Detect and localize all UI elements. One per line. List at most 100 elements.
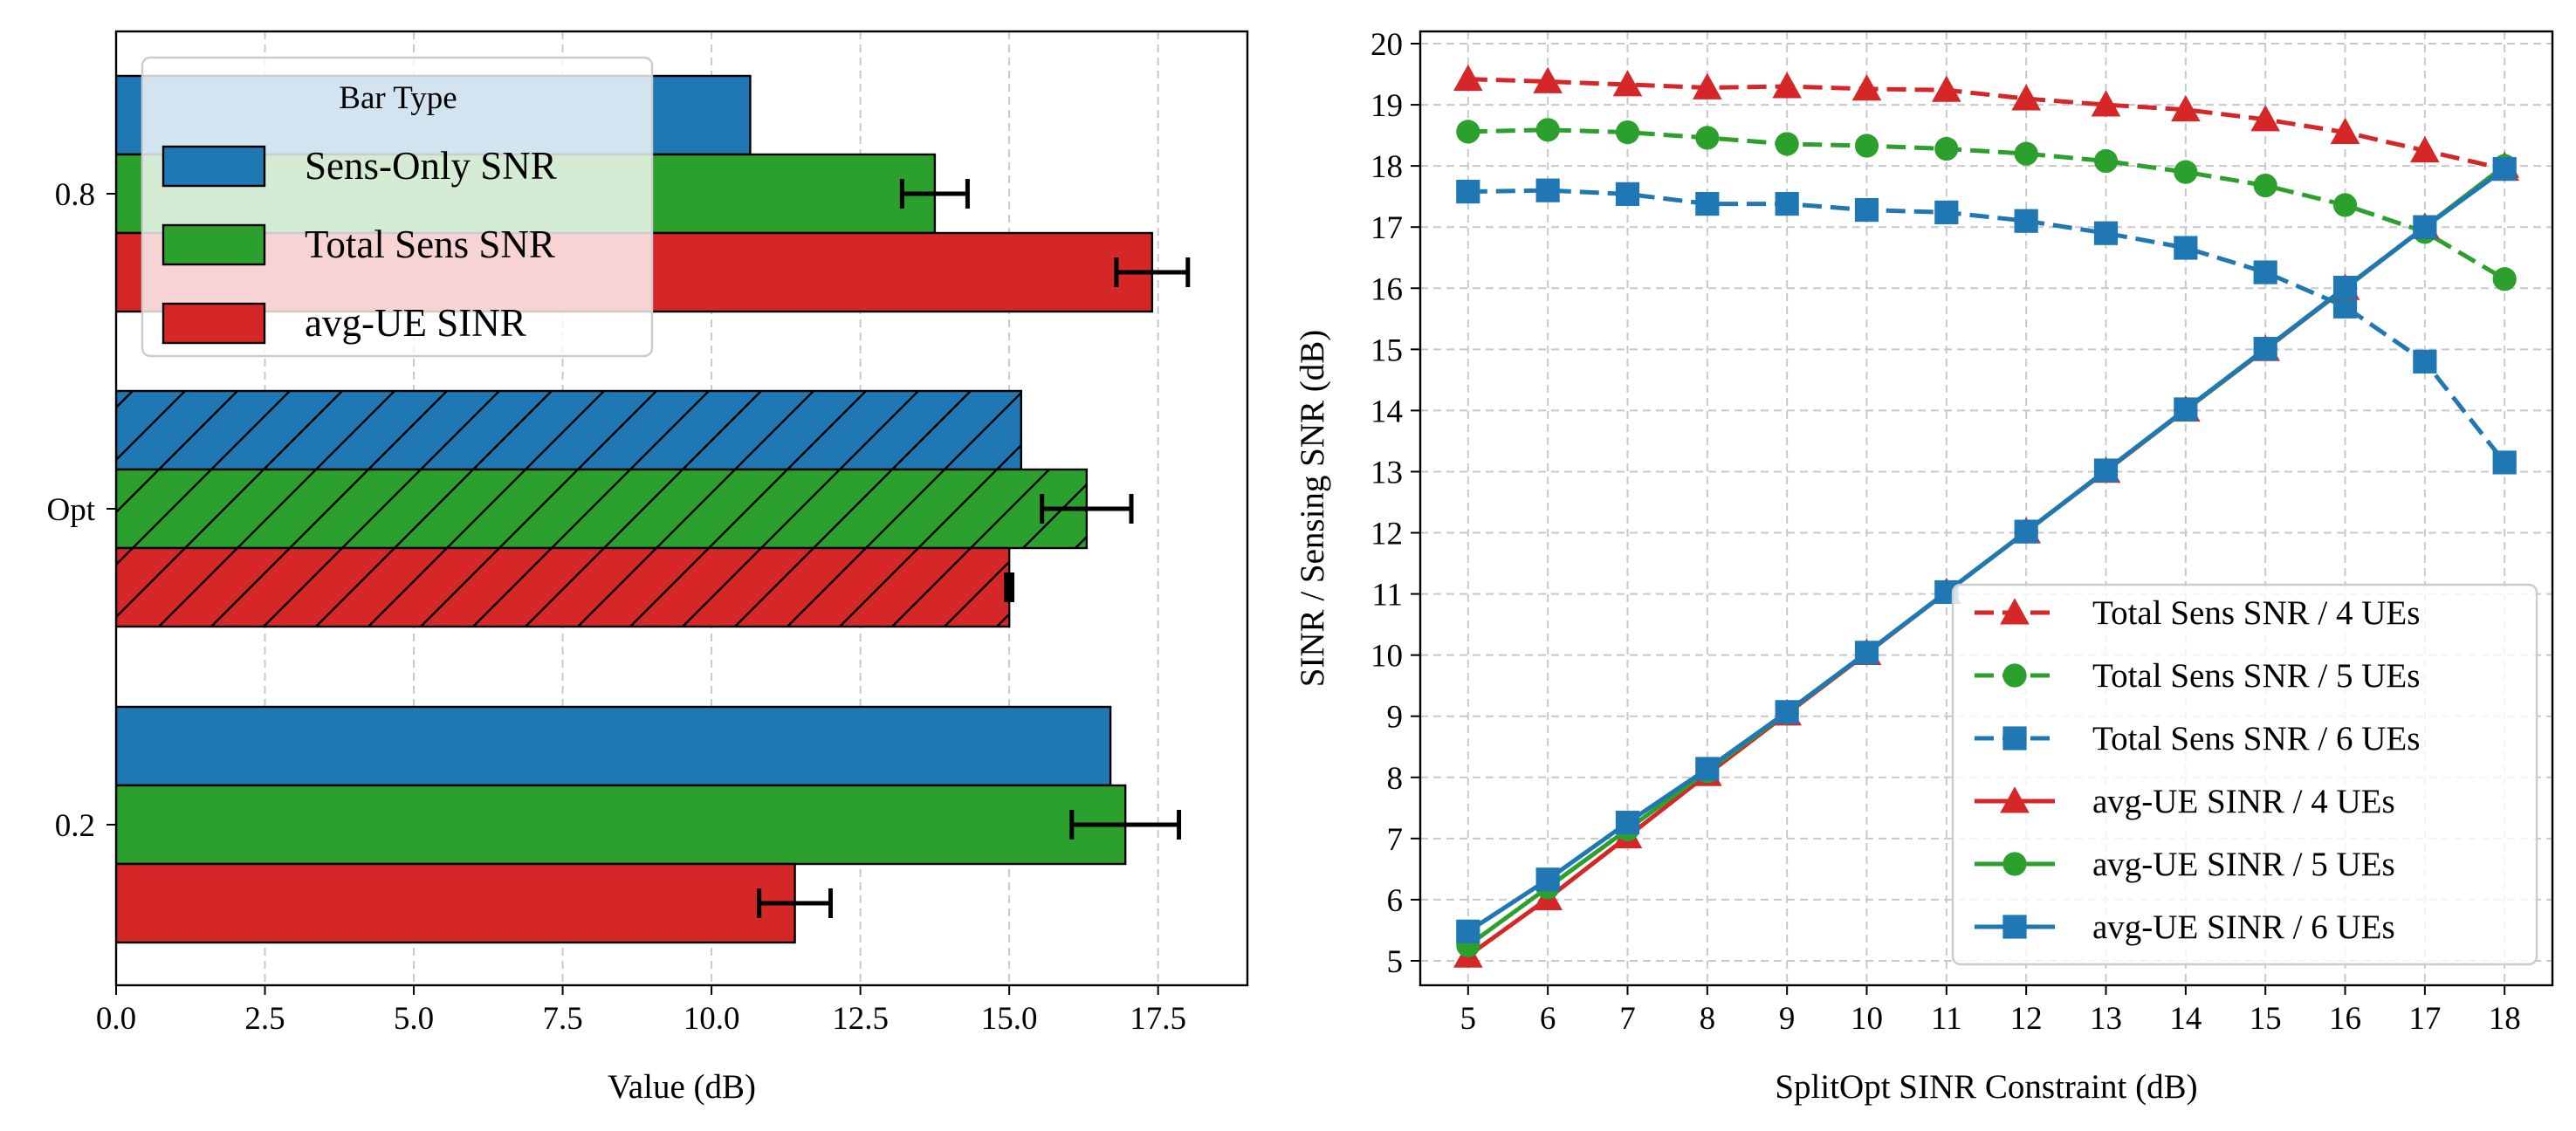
x-tick-label: 7 — [1619, 1001, 1636, 1037]
legend-box — [141, 56, 654, 358]
x-tick-label: 17.5 — [1130, 1001, 1186, 1037]
y-tick-label: 16 — [1370, 271, 1403, 307]
data-point — [1854, 197, 1879, 223]
data-point — [1615, 120, 1640, 145]
y-tick-label: 13 — [1370, 455, 1403, 490]
y-tick-label: 9 — [1387, 700, 1404, 736]
y-tick-label: Opt — [47, 492, 96, 528]
data-point — [1854, 641, 1879, 665]
legend-title: Bar Type — [339, 80, 457, 116]
data-point — [1535, 178, 1560, 202]
x-tick-label: 8 — [1700, 1001, 1716, 1037]
data-point — [2332, 275, 2358, 300]
axes-frame — [1419, 30, 2554, 987]
y-tick-label: 15 — [1370, 332, 1403, 368]
x-tick-label: 0.0 — [96, 1001, 136, 1037]
data-point — [1775, 700, 1799, 724]
x-tick-label: 16 — [2329, 1001, 2361, 1037]
y-tick-label: 11 — [1371, 578, 1403, 613]
data-point — [2000, 786, 2030, 813]
x-tick-label: 15 — [2250, 1001, 2282, 1037]
legend-swatch — [161, 145, 266, 188]
y-tick-label: 17 — [1370, 210, 1403, 246]
legend-label: avg-UE SINR / 4 UEs — [2092, 783, 2395, 820]
x-tick-label: 15.0 — [981, 1001, 1038, 1037]
bar-chart-panel: 0.0 2.5 5.0 7.5 10.0 12.5 15.0 17.5 0.8 Opt 0.2 Val… — [47, 30, 1249, 1106]
data-point — [2091, 90, 2121, 117]
series-line — [1467, 167, 2506, 934]
data-point — [2093, 221, 2119, 245]
data-point — [2492, 157, 2517, 182]
y-tick-label: 0.8 — [55, 177, 95, 213]
data-point — [1453, 64, 1483, 92]
line-chart-panel: 5 6 7 8 9 10 11 12 13 14 15 16 17 18 5 6 7 8 9 10 11 12 13 14 15… — [1294, 27, 2554, 1106]
x-tick-label: 12 — [2010, 1001, 2043, 1037]
data-point — [1693, 72, 1722, 99]
x-tick-label: 10.0 — [683, 1001, 740, 1037]
x-tick-label: 13 — [2090, 1001, 2122, 1037]
y-tick-label: 12 — [1370, 517, 1403, 552]
data-point — [2174, 160, 2198, 184]
data-point — [1775, 132, 1799, 156]
data-point — [2002, 915, 2027, 939]
data-point — [1772, 72, 1802, 99]
data-point — [1533, 66, 1563, 93]
data-point — [2253, 260, 2277, 284]
data-point — [2492, 450, 2517, 475]
y-tick-label: 6 — [1387, 883, 1404, 919]
legend-label: Sens-Only SNR — [305, 144, 557, 188]
x-tick-label: 5.0 — [394, 1001, 434, 1037]
y-tick-label: 19 — [1370, 88, 1403, 124]
bar-hatch — [116, 470, 1087, 548]
x-tick-label: 10 — [1851, 1001, 1883, 1037]
bar — [116, 784, 1127, 866]
x-tick-label: 14 — [2169, 1001, 2202, 1037]
legend-label: Total Sens SNR / 6 UEs — [2092, 720, 2420, 757]
series-2 — [1456, 118, 2517, 291]
data-point — [2174, 397, 2198, 422]
data-point — [2250, 105, 2280, 132]
data-point — [1456, 179, 1480, 204]
series-line — [1467, 188, 2507, 464]
series-line — [1467, 127, 2506, 281]
legend: Total Sens SNR / 4 UEs Total Sens SNR / 5… — [1951, 583, 2538, 966]
data-point — [1615, 182, 1640, 206]
data-point — [1932, 75, 1961, 102]
y-tick-label: 7 — [1387, 822, 1404, 858]
data-point — [2002, 663, 2027, 688]
y-tick-label: 5 — [1387, 944, 1404, 980]
data-point — [1535, 118, 1560, 142]
data-point — [1854, 134, 1879, 158]
data-point — [2014, 209, 2038, 233]
legend-label: avg-UE SINR / 6 UEs — [2092, 908, 2395, 946]
data-point — [1934, 136, 1959, 161]
data-point — [2413, 215, 2437, 239]
x-tick-label: 9 — [1779, 1001, 1796, 1037]
data-point — [2174, 236, 2198, 260]
data-point — [2093, 458, 2119, 483]
y-tick-label: 0.2 — [55, 808, 95, 844]
x-axis-label: Value (dB) — [608, 1068, 756, 1106]
data-point — [2492, 267, 2517, 291]
series-group — [1453, 64, 2519, 968]
data-point — [2002, 852, 2027, 876]
y-axis-label: SINR / Sensing SNR (dB) — [1294, 330, 1331, 688]
data-point — [1695, 757, 1720, 781]
legend-label: Total Sens SNR / 5 UEs — [2092, 657, 2420, 695]
legend-box — [1951, 583, 2538, 966]
data-point — [2014, 519, 2038, 544]
legend: Bar Type Sens-Only SNR Total Sens SNR avg-U… — [141, 56, 654, 358]
x-tick-label: 7.5 — [542, 1001, 582, 1037]
x-tick-label: 18 — [2489, 1001, 2521, 1037]
y-tick-label: 18 — [1370, 149, 1403, 185]
data-point — [1695, 126, 1720, 150]
legend-label: Total Sens SNR — [305, 223, 555, 266]
x-tick-label: 11 — [1931, 1001, 1962, 1037]
bar-hatch — [116, 548, 1010, 627]
data-point — [1851, 74, 1882, 101]
data-point — [2413, 349, 2437, 374]
data-point — [1456, 919, 1480, 943]
bar — [116, 862, 796, 944]
data-point — [1775, 191, 1799, 216]
series-1 — [1453, 64, 2519, 182]
